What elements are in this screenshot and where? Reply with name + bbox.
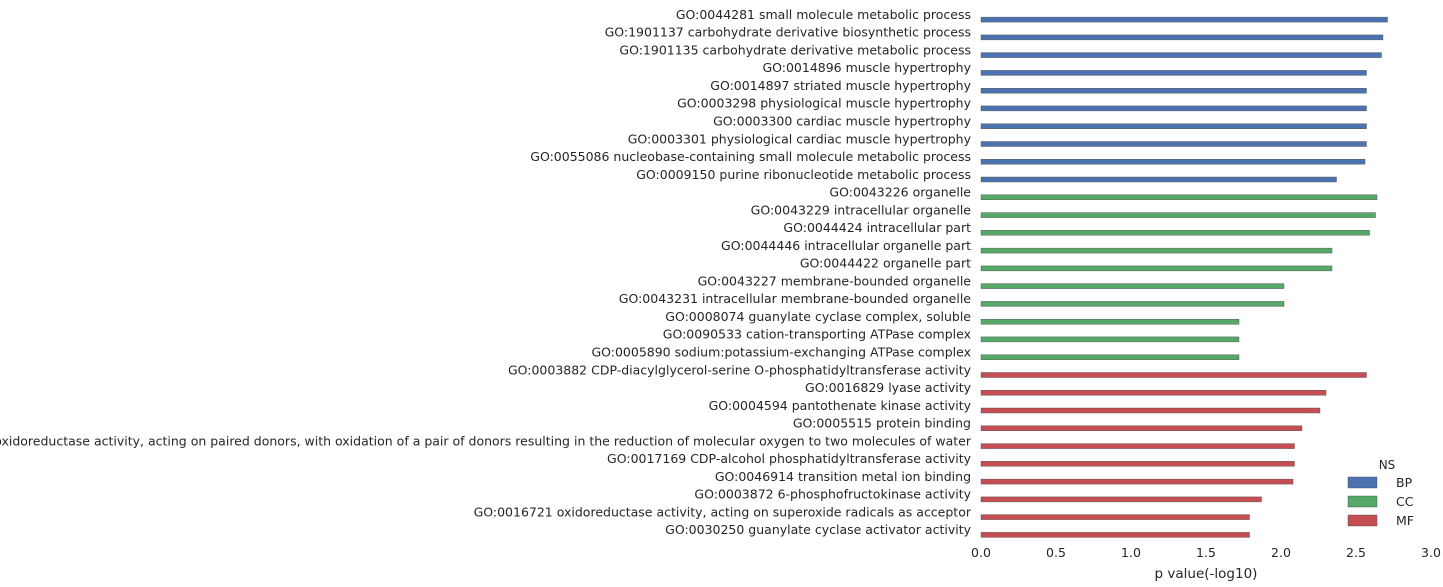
category-label: GO:0016717 oxidoreductase activity, acti…: [0, 433, 972, 448]
legend-title: NS: [1379, 458, 1396, 472]
category-label: GO:0003298 physiological muscle hypertro…: [677, 96, 972, 111]
category-label: GO:0005890 sodium:potassium-exchanging A…: [591, 345, 971, 360]
legend-swatch: [1347, 476, 1378, 489]
bars-layer: [980, 16, 1388, 538]
bar-bp: [980, 34, 1384, 41]
legend-label: CC: [1396, 494, 1414, 509]
bar-mf: [980, 372, 1367, 378]
bar-bp: [980, 141, 1367, 147]
category-label: GO:0044446 intracellular organelle part: [721, 238, 971, 253]
bar-mf: [980, 443, 1295, 449]
bar-bp: [980, 52, 1382, 58]
bar-cc: [980, 301, 1285, 307]
category-label: GO:0030250 guanylate cyclase activator a…: [665, 522, 971, 537]
x-axis-label: p value(-log10): [1155, 566, 1258, 582]
bar-bp: [980, 158, 1366, 165]
category-label: GO:0003872 6-phosphofructokinase activit…: [694, 487, 971, 502]
category-label: GO:0043229 intracellular organelle: [751, 202, 972, 217]
category-label: GO:0044281 small molecule metabolic proc…: [676, 7, 971, 22]
bar-cc: [980, 265, 1333, 272]
bar-cc: [980, 230, 1370, 236]
x-tick-label: 1.5: [1196, 545, 1216, 560]
bar-bp: [980, 176, 1337, 183]
bar-mf: [980, 532, 1250, 538]
bar-bp: [980, 123, 1367, 129]
category-label: GO:0003300 cardiac muscle hypertrophy: [713, 114, 972, 129]
x-tick-label: 2.0: [1271, 545, 1291, 560]
bar-bp: [980, 87, 1367, 94]
category-label: GO:0043227 membrane-bounded organelle: [698, 273, 972, 288]
bar-cc: [980, 319, 1240, 325]
category-label: GO:0044422 organelle part: [800, 256, 971, 271]
legend-swatch: [1347, 514, 1378, 527]
category-label: GO:1901137 carbohydrate derivative biosy…: [605, 25, 971, 40]
bar-mf: [980, 478, 1294, 485]
category-label: GO:0043226 organelle: [829, 185, 971, 200]
bar-cc: [980, 283, 1285, 289]
category-label: GO:0046914 transition metal ion binding: [715, 469, 971, 484]
category-label: GO:0009150 purine ribonucleotide metabol…: [636, 167, 971, 182]
bar-cc: [980, 212, 1376, 218]
legend-entry-cc: CC: [1347, 494, 1414, 509]
legend-entry-mf: MF: [1347, 513, 1414, 528]
category-labels: GO:0044281 small molecule metabolic proc…: [0, 7, 972, 537]
x-tick-labels: 0.0 0.5 1.0 1.5 2.0 2.5 3.0: [971, 545, 1441, 560]
legend-label: BP: [1396, 475, 1413, 490]
category-label: GO:0090533 cation-transporting ATPase co…: [663, 327, 971, 342]
bar-mf: [980, 425, 1303, 431]
category-label: GO:0016829 lyase activity: [805, 380, 972, 395]
bar-bp: [980, 16, 1388, 23]
category-label: GO:0008074 guanylate cyclase complex, so…: [665, 309, 971, 324]
bar-mf: [980, 514, 1250, 520]
bar-cc: [980, 354, 1240, 360]
category-label: GO:0016721 oxidoreductase activity, acti…: [474, 504, 972, 519]
x-tick-label: 1.0: [1121, 545, 1141, 560]
bar-cc: [980, 336, 1240, 343]
category-label: GO:0044424 intracellular part: [783, 220, 971, 235]
category-label: GO:0003301 physiological cardiac muscle …: [628, 131, 972, 146]
x-tick-label: 3.0: [1421, 545, 1441, 560]
category-label: GO:1901135 carbohydrate derivative metab…: [619, 42, 971, 57]
x-tick-label: 0.0: [971, 545, 991, 560]
legend-swatch: [1347, 495, 1378, 508]
category-label: GO:0043231 intracellular membrane-bounde…: [619, 291, 972, 306]
category-label: GO:0017169 CDP-alcohol phosphatidyltrans…: [607, 451, 972, 466]
bar-mf: [980, 407, 1321, 414]
bar-cc: [980, 194, 1378, 201]
bar-mf: [980, 496, 1262, 503]
category-label: GO:0003882 CDP-diacylglycerol-serine O-p…: [508, 362, 972, 377]
x-tick-label: 0.5: [1046, 545, 1066, 560]
bar-cc: [980, 247, 1333, 254]
bar-mf: [980, 390, 1327, 396]
category-label: GO:0055086 nucleobase-containing small m…: [530, 149, 971, 164]
bar-mf: [980, 461, 1295, 467]
x-tick-label: 2.5: [1346, 545, 1366, 560]
legend: NS BP CC MF: [1347, 458, 1414, 528]
bar-bp: [980, 105, 1367, 112]
bar-bp: [980, 70, 1367, 76]
legend-entries: BP CC MF: [1347, 475, 1414, 528]
category-label: GO:0014897 striated muscle hypertrophy: [710, 78, 971, 93]
legend-entry-bp: BP: [1347, 475, 1413, 490]
legend-label: MF: [1396, 513, 1414, 528]
category-label: GO:0005515 protein binding: [793, 416, 971, 431]
category-label: GO:0014896 muscle hypertrophy: [762, 60, 971, 75]
category-label: GO:0004594 pantothenate kinase activity: [709, 398, 972, 413]
